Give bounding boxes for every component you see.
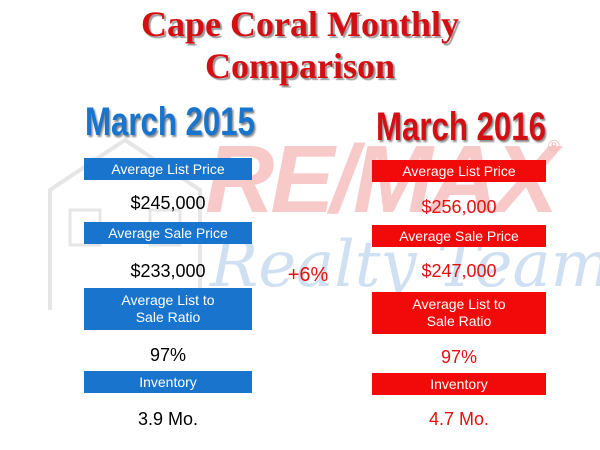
- value-avg-sale-price-2016: $247,000: [421, 261, 497, 281]
- label-avg-list-price-2016: Average List Price: [372, 160, 546, 182]
- value-avg-list-price-2016: $256,000: [421, 197, 497, 217]
- label-list-to-sale-ratio-2015: Average List to Sale Ratio: [84, 288, 252, 330]
- value-avg-list-price-2015: $245,000: [130, 193, 206, 213]
- value-list-to-sale-ratio-2015: 97%: [149, 345, 187, 365]
- year-heading-2016: March 2016: [376, 105, 546, 149]
- label-list-to-sale-ratio-2016: Average List to Sale Ratio: [372, 292, 546, 334]
- label-avg-sale-price-2016: Average Sale Price: [372, 225, 546, 247]
- year-heading-2015: March 2015: [85, 100, 255, 144]
- page-title-line2: Comparison: [204, 46, 396, 86]
- registered-mark: ®: [548, 138, 560, 155]
- page-title-line1: Cape Coral Monthly: [141, 4, 459, 44]
- label-avg-list-price-2015: Average List Price: [84, 158, 252, 180]
- value-inventory-2015: 3.9 Mo.: [137, 409, 199, 429]
- value-inventory-2016: 4.7 Mo.: [428, 409, 490, 429]
- label-avg-sale-price-2015: Average Sale Price: [84, 222, 252, 244]
- sale-price-change: +6%: [287, 264, 329, 286]
- value-list-to-sale-ratio-2016: 97%: [440, 347, 478, 367]
- value-avg-sale-price-2015: $233,000: [130, 261, 206, 281]
- label-inventory-2016: Inventory: [372, 373, 546, 395]
- label-inventory-2015: Inventory: [84, 371, 252, 393]
